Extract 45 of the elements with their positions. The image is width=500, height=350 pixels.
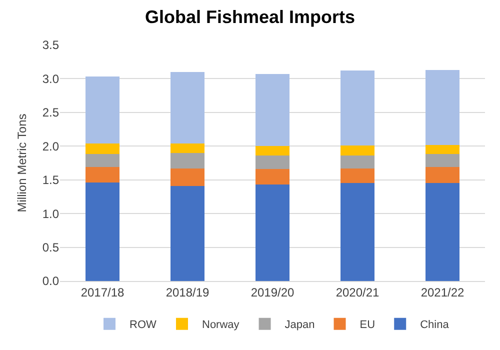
bar (256, 169, 290, 185)
bar (340, 145, 374, 156)
bar (426, 144, 460, 154)
y-axis-title: Million Metric Tons (15, 114, 29, 212)
bar (86, 143, 120, 154)
bar (426, 154, 460, 168)
bar (426, 70, 460, 145)
legend-label: China (420, 319, 450, 332)
y-tick-label: 1.5 (42, 173, 60, 188)
bar (426, 183, 460, 281)
text: 2.0 (42, 139, 59, 154)
bar (256, 74, 290, 146)
text: 1.0 (42, 206, 59, 221)
x-tick-label: 2021/22 (420, 285, 465, 300)
x-tick-label: 2019/20 (250, 285, 295, 300)
y-tick-label: 0.5 (42, 240, 60, 254)
chart-title: Global Fishmeal Imports (144, 7, 356, 28)
bar (170, 152, 204, 168)
bar (86, 154, 120, 168)
bar (256, 156, 290, 170)
bar (170, 168, 204, 186)
bar (340, 156, 374, 168)
bar (340, 183, 374, 281)
bar (86, 167, 120, 183)
bar (340, 168, 374, 184)
legend-label: ROW (130, 319, 157, 332)
bar (340, 70, 374, 146)
bar (86, 182, 120, 281)
bar (256, 146, 290, 156)
x-tick-label: 2018/19 (166, 285, 210, 300)
text: 3.0 (42, 72, 59, 86)
bar (170, 72, 204, 144)
y-tick-label: 3.5 (42, 38, 60, 52)
legend-label: Norway (202, 319, 240, 332)
bar (170, 186, 204, 281)
bar (426, 167, 460, 184)
bar (256, 184, 290, 281)
bar (86, 76, 120, 144)
legend-label: EU (360, 319, 376, 332)
x-tick-label: 2020/21 (336, 285, 380, 300)
bar (170, 143, 204, 153)
x-tick-label: 2017/18 (80, 285, 125, 300)
y-tick-label: 2.5 (42, 106, 60, 120)
legend-label: Japan (284, 319, 315, 332)
text: 0.0 (42, 274, 59, 288)
